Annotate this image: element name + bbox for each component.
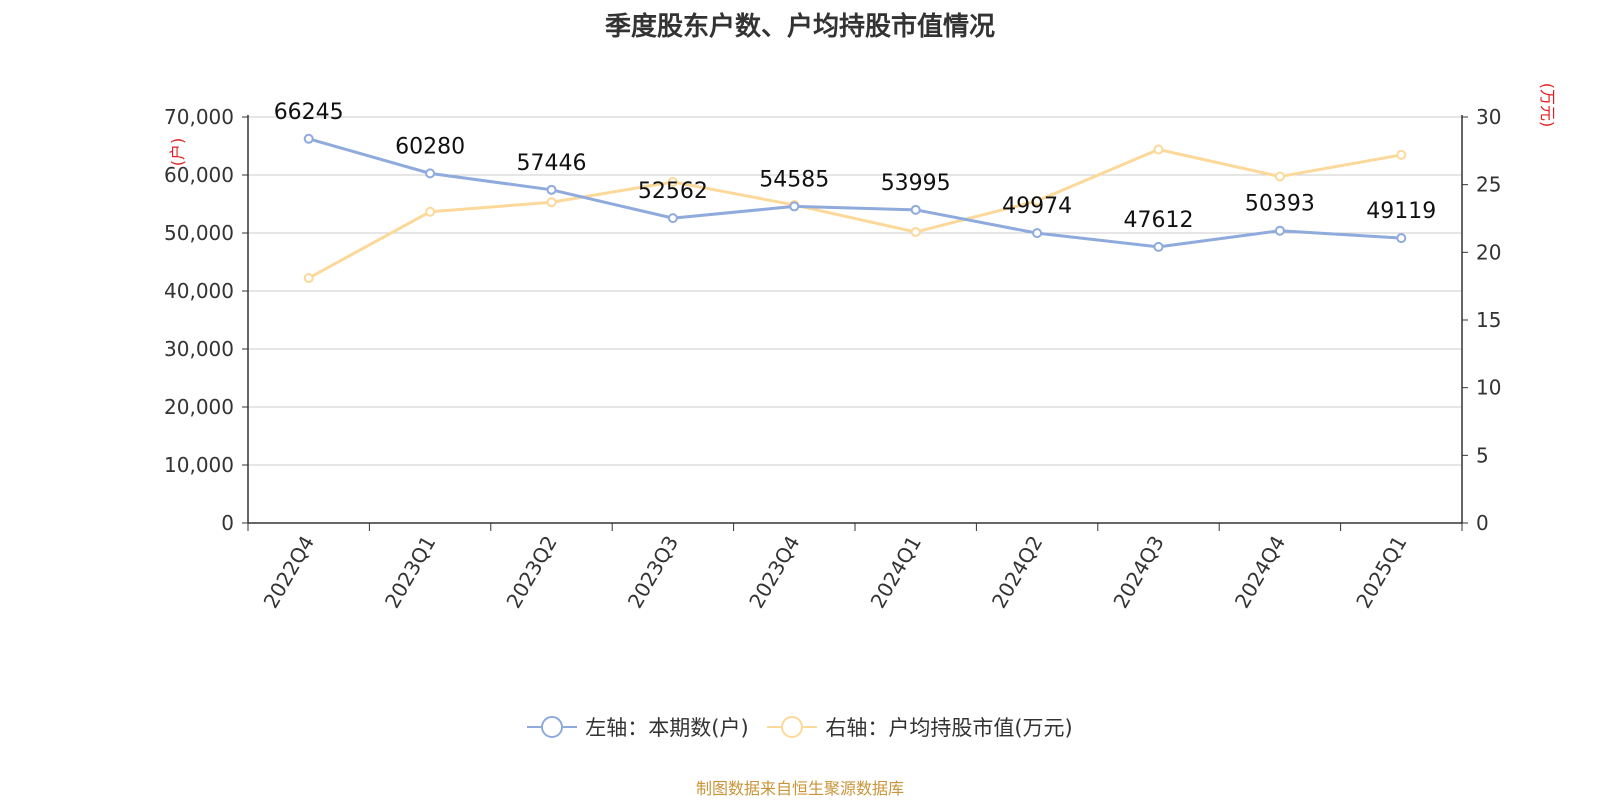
- x-tick-label: 2025Q1: [1351, 532, 1411, 613]
- data-point-right: [303, 273, 314, 284]
- data-point-left: [1032, 228, 1043, 239]
- data-point-right: [1396, 149, 1407, 160]
- data-point-right: [1274, 171, 1285, 182]
- left-tick-label: 40,000: [164, 279, 234, 303]
- data-label: 53995: [881, 171, 951, 196]
- left-axis-ticks: 0 10,000 20,000 30,000 40,000 50,000 60,000 70,…: [164, 105, 248, 535]
- data-point-left: [667, 213, 678, 224]
- x-tick-label: 2023Q3: [623, 532, 683, 613]
- left-tick-label: 10,000: [164, 453, 234, 477]
- left-tick-label: 20,000: [164, 395, 234, 419]
- data-label: 47612: [1124, 208, 1194, 233]
- series-group: [303, 133, 1407, 284]
- data-point-right: [910, 227, 921, 238]
- x-tick-label: 2024Q3: [1108, 532, 1168, 613]
- right-tick-label: 25: [1476, 173, 1501, 197]
- x-tick-label: 2024Q4: [1230, 532, 1290, 613]
- left-tick-label: 30,000: [164, 337, 234, 361]
- x-axis-ticks: 2022Q4 2023Q1 2023Q2 2023Q3 2023Q4 2024Q1 2024…: [247, 523, 1463, 613]
- data-point-right: [667, 176, 678, 187]
- right-tick-label: 10: [1476, 376, 1501, 400]
- right-axis-ticks: 0 5 10 15 20 25 30: [1462, 105, 1501, 535]
- data-label: 60280: [395, 134, 465, 159]
- legend-label-left: 左轴：本期数(户): [585, 716, 749, 740]
- data-label: 50393: [1245, 192, 1315, 217]
- right-axis-unit: (万元): [1538, 83, 1557, 128]
- data-point-left: [425, 168, 436, 179]
- x-tick-label: 2023Q2: [501, 532, 561, 613]
- gridlines: [248, 116, 1462, 466]
- series-line-right: [307, 147, 1402, 280]
- source-note: 制图数据来自恒生聚源数据库: [695, 779, 904, 798]
- left-tick-label: 50,000: [164, 221, 234, 245]
- data-point-right: [1153, 144, 1164, 155]
- right-tick-label: 30: [1476, 105, 1501, 129]
- data-point-right: [1032, 195, 1043, 206]
- left-tick-label: 0: [221, 511, 234, 535]
- x-tick-label: 2024Q2: [987, 532, 1047, 613]
- chart-title: 季度股东户数、户均持股市值情况: [604, 12, 995, 42]
- data-label: 57446: [517, 151, 587, 176]
- right-tick-label: 20: [1476, 240, 1501, 264]
- legend-line-left-icon: [527, 716, 578, 738]
- data-point-left: [1274, 225, 1285, 236]
- series-line-left: [308, 137, 1402, 249]
- data-point-right: [546, 197, 557, 208]
- x-tick-label: 2023Q4: [744, 532, 804, 613]
- data-label: 54585: [759, 167, 829, 192]
- data-label: 52562: [638, 179, 708, 204]
- left-axis-unit: (户): [168, 138, 187, 167]
- right-tick-label: 0: [1476, 511, 1489, 535]
- legend: 左轴：本期数(户) 右轴：户均持股市值(万元): [0, 712, 1600, 745]
- data-point-right: [425, 206, 436, 217]
- data-label: 66245: [274, 100, 344, 125]
- legend-item-left[interactable]: 左轴：本期数(户): [527, 712, 749, 742]
- data-point-left: [789, 201, 800, 212]
- x-tick-label: 2023Q1: [380, 532, 440, 613]
- left-tick-label: 70,000: [164, 105, 234, 129]
- right-tick-label: 15: [1476, 308, 1501, 332]
- right-tick-label: 5: [1476, 443, 1489, 467]
- data-point-left: [303, 133, 314, 144]
- data-label: 49974: [1002, 194, 1072, 219]
- x-tick-label: 2022Q4: [259, 532, 319, 613]
- data-label: 49119: [1366, 199, 1436, 224]
- data-point-left: [546, 184, 557, 195]
- left-tick-label: 60,000: [164, 163, 234, 187]
- data-labels: 66245 60280 57446 52562 54585 53995 49974 47612…: [274, 100, 1437, 233]
- legend-label-right: 右轴：户均持股市值(万元): [825, 716, 1073, 740]
- x-tick-label: 2024Q1: [866, 532, 926, 613]
- data-point-left: [1153, 241, 1164, 252]
- legend-line-right-icon: [767, 716, 818, 738]
- legend-item-right[interactable]: 右轴：户均持股市值(万元): [767, 712, 1073, 742]
- data-point-left: [1396, 233, 1407, 244]
- data-point-left: [910, 204, 921, 215]
